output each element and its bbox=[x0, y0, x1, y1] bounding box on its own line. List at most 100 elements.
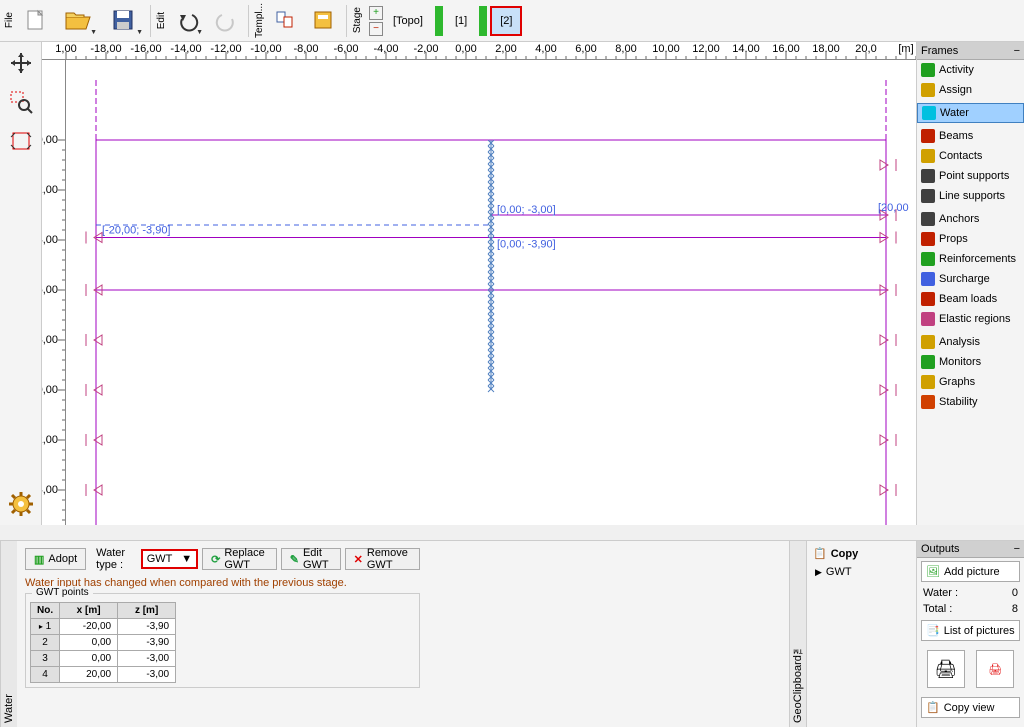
frame-item-label: Graphs bbox=[939, 376, 975, 388]
stage-add[interactable]: + bbox=[369, 6, 383, 20]
surcharge-icon bbox=[921, 272, 935, 286]
fit-tool[interactable] bbox=[3, 123, 39, 159]
copy-gwt-item[interactable]: ▶ GWT bbox=[811, 564, 912, 580]
frame-item-reinforcements[interactable]: Reinforcements bbox=[917, 249, 1024, 269]
water-type-dropdown[interactable]: GWT ▼ bbox=[141, 549, 198, 569]
table-cell: -3,00 bbox=[118, 667, 176, 683]
svg-text:[-20,00; -3,90]: [-20,00; -3,90] bbox=[102, 225, 171, 237]
frame-item-stability[interactable]: Stability bbox=[917, 392, 1024, 412]
copy-label: Copy bbox=[831, 548, 859, 560]
top-toolbar: File ▼ ▼ Edit ▼ Templ... Stage + − [Topo… bbox=[0, 0, 1024, 42]
arrow-icon: ▶ bbox=[815, 567, 822, 578]
frame-item-monitors[interactable]: Monitors bbox=[917, 352, 1024, 372]
frame-item-surcharge[interactable]: Surcharge bbox=[917, 269, 1024, 289]
outputs-header: Outputs − bbox=[917, 541, 1024, 558]
frame-item-contacts[interactable]: Contacts bbox=[917, 146, 1024, 166]
total-count-value: 8 bbox=[1012, 603, 1018, 615]
frame-item-label: Contacts bbox=[939, 150, 982, 162]
save-button[interactable]: ▼ bbox=[102, 3, 146, 39]
frame-item-label: Point supports bbox=[939, 170, 1009, 182]
table-row[interactable]: ▸ 1-20,00-3,90 bbox=[31, 619, 176, 635]
stage-1[interactable]: [1] bbox=[446, 6, 476, 36]
geoclip-panel: 📋 Copy ▶ GWT bbox=[806, 541, 916, 727]
contacts-icon bbox=[921, 149, 935, 163]
water-type-value: GWT bbox=[147, 553, 173, 565]
table-row[interactable]: 20,00-3,90 bbox=[31, 635, 176, 651]
copy-view-button[interactable]: 📋Copy view bbox=[921, 697, 1020, 718]
print-button-1[interactable]: 🖨 bbox=[927, 650, 965, 688]
print-button-2[interactable]: 🖨 bbox=[976, 650, 1014, 688]
outputs-title: Outputs bbox=[921, 543, 960, 555]
frame-item-assign[interactable]: Assign bbox=[917, 80, 1024, 100]
adopt-button[interactable]: ▥Adopt bbox=[25, 548, 86, 570]
gwt-points-label: GWT points bbox=[32, 587, 93, 598]
replace-gwt-button[interactable]: ⟳Replace GWT bbox=[202, 548, 277, 570]
svg-text:[20,00: [20,00 bbox=[878, 202, 909, 214]
stage-topo[interactable]: [Topo] bbox=[384, 6, 432, 36]
stage-2[interactable]: [2] bbox=[490, 6, 522, 36]
outputs-collapse-icon[interactable]: − bbox=[1014, 543, 1020, 555]
table-cell: 3 bbox=[31, 651, 60, 667]
table-row[interactable]: 420,00-3,00 bbox=[31, 667, 176, 683]
list-pictures-button[interactable]: 📑List of pictures bbox=[921, 620, 1020, 641]
total-count-label: Total : bbox=[923, 603, 952, 615]
copy-view-label: Copy view bbox=[944, 702, 995, 714]
edit-label: Edit GWT bbox=[303, 547, 332, 571]
remove-gwt-button[interactable]: ✕Remove GWT bbox=[345, 548, 420, 570]
settings-gear[interactable] bbox=[3, 486, 39, 522]
template2-button[interactable] bbox=[306, 3, 342, 39]
frame-item-water[interactable]: Water bbox=[917, 103, 1024, 123]
dropdown-arrow-icon: ▼ bbox=[181, 553, 192, 565]
stage-label: Stage bbox=[350, 7, 365, 33]
svg-text:-12,00: -12,00 bbox=[42, 434, 58, 446]
redo-button[interactable] bbox=[208, 3, 244, 39]
analysis-icon bbox=[921, 335, 935, 349]
line-supports-icon bbox=[921, 189, 935, 203]
frame-item-analysis[interactable]: Analysis bbox=[917, 332, 1024, 352]
frame-item-anchors[interactable]: Anchors bbox=[917, 209, 1024, 229]
table-cell: -20,00 bbox=[60, 619, 118, 635]
bottom-panel: Water ▥Adopt Water type : GWT▼ ⟳Replace … bbox=[0, 540, 916, 727]
outputs-panel: Outputs − 🖼Add picture Water :0 Total :8… bbox=[916, 540, 1024, 727]
template-button[interactable] bbox=[268, 3, 304, 39]
svg-text:-6,00: -6,00 bbox=[42, 284, 58, 296]
frame-item-beams[interactable]: Beams bbox=[917, 126, 1024, 146]
frame-item-label: Activity bbox=[939, 64, 974, 76]
add-picture-icon: 🖼 bbox=[926, 565, 940, 578]
pan-tool[interactable] bbox=[3, 45, 39, 81]
table-cell: ▸ 1 bbox=[31, 619, 60, 635]
svg-text:-14,00: -14,00 bbox=[42, 484, 58, 496]
frame-item-label: Beam loads bbox=[939, 293, 997, 305]
frame-item-beam-loads[interactable]: Beam loads bbox=[917, 289, 1024, 309]
copy-icon: 📋 bbox=[813, 547, 827, 560]
model-canvas[interactable]: [-20,00; -3,90][0,00; -3,00][0,00; -3,90… bbox=[66, 60, 916, 525]
frame-item-elastic-regions[interactable]: Elastic regions bbox=[917, 309, 1024, 329]
add-picture-button[interactable]: 🖼Add picture bbox=[921, 561, 1020, 582]
frame-item-label: Stability bbox=[939, 396, 978, 408]
stage-remove[interactable]: − bbox=[369, 22, 383, 36]
new-button[interactable] bbox=[18, 3, 54, 39]
undo-button[interactable]: ▼ bbox=[170, 3, 206, 39]
frame-item-label: Assign bbox=[939, 84, 972, 96]
copy-item-label: GWT bbox=[826, 566, 852, 578]
table-row[interactable]: 30,00-3,00 bbox=[31, 651, 176, 667]
zoom-tool[interactable] bbox=[3, 84, 39, 120]
frame-item-activity[interactable]: Activity bbox=[917, 60, 1024, 80]
open-button[interactable]: ▼ bbox=[56, 3, 100, 39]
frame-item-label: Water bbox=[940, 107, 969, 119]
frame-item-props[interactable]: Props bbox=[917, 229, 1024, 249]
anchors-icon bbox=[921, 212, 935, 226]
frame-item-point-supports[interactable]: Point supports bbox=[917, 166, 1024, 186]
props-icon bbox=[921, 232, 935, 246]
frame-item-label: Elastic regions bbox=[939, 313, 1011, 325]
frame-item-line-supports[interactable]: Line supports bbox=[917, 186, 1024, 206]
water-vlabel: Water bbox=[0, 541, 17, 727]
stage-2-bar bbox=[479, 6, 487, 36]
gwt-table: No.x [m]z [m] ▸ 1-20,00-3,9020,00-3,9030… bbox=[30, 602, 176, 683]
frame-item-graphs[interactable]: Graphs bbox=[917, 372, 1024, 392]
beam-loads-icon bbox=[921, 292, 935, 306]
assign-icon bbox=[921, 83, 935, 97]
stage-plus-minus: + − bbox=[369, 5, 383, 37]
edit-gwt-button[interactable]: ✎Edit GWT bbox=[281, 548, 341, 570]
frames-collapse-icon[interactable]: − bbox=[1014, 45, 1020, 57]
